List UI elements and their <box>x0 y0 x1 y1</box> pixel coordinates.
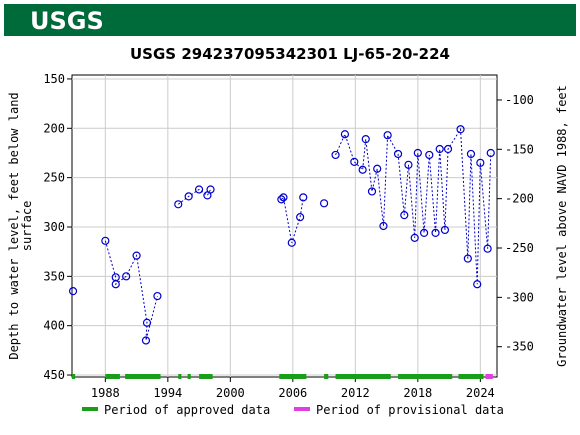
y-tick-label: 200 <box>43 121 65 135</box>
y2-tick-label: -300 <box>505 290 534 304</box>
y-tick-label: 300 <box>43 220 65 234</box>
plot-frame <box>71 74 498 378</box>
period-bar <box>72 374 76 379</box>
legend-label: Period of provisional data <box>316 403 504 417</box>
data-point <box>379 221 388 231</box>
x-tick-label: 2012 <box>341 386 370 400</box>
data-point <box>400 211 409 220</box>
y2-tick-label: -250 <box>505 241 534 255</box>
y2-tick-label: -150 <box>505 142 534 156</box>
data-point <box>425 150 434 160</box>
data-point <box>287 238 296 247</box>
y2-tick-label: -200 <box>505 192 534 206</box>
data-point <box>443 144 453 154</box>
legend-swatch <box>294 407 310 411</box>
data-point <box>413 148 422 158</box>
data-point <box>373 164 382 173</box>
x-tick-label: 1988 <box>91 386 120 400</box>
data-point <box>331 150 340 160</box>
data-point <box>299 193 308 202</box>
data-point <box>350 157 359 166</box>
legend-label: Period of approved data <box>104 403 270 417</box>
y-axis-label: surface <box>20 201 34 252</box>
chart-title: USGS 294237095342301 LJ-65-20-224 <box>130 45 450 63</box>
period-bar <box>398 374 453 379</box>
data-point <box>153 291 162 301</box>
data-line <box>104 127 492 341</box>
period-bar <box>125 374 161 379</box>
data-point <box>206 185 215 194</box>
data-point <box>68 287 78 296</box>
data-point <box>476 158 485 167</box>
y-tick-label: 250 <box>43 171 65 185</box>
period-bar <box>335 374 391 379</box>
data-point <box>383 131 392 140</box>
period-bar <box>324 374 329 379</box>
period-bar <box>199 374 213 379</box>
data-point <box>483 244 492 253</box>
data-point <box>111 280 120 289</box>
period-bar <box>178 374 182 379</box>
x-tick-label: 1994 <box>153 386 182 400</box>
data-point <box>340 130 350 139</box>
y2-tick-label: -350 <box>505 340 534 354</box>
y-tick-label: 150 <box>43 72 65 86</box>
period-bar <box>105 374 120 379</box>
data-point <box>419 228 429 238</box>
data-point <box>435 144 444 154</box>
data-point <box>431 228 440 238</box>
data-point <box>141 336 151 345</box>
y-tick-label: 450 <box>43 368 65 382</box>
data-point <box>101 236 110 245</box>
data-point <box>174 200 183 209</box>
data-point <box>132 251 141 260</box>
data-point <box>361 135 370 144</box>
data-point <box>122 272 131 281</box>
period-bar <box>187 374 191 379</box>
data-point <box>142 318 152 327</box>
legend-swatch <box>82 407 98 411</box>
data-point <box>456 125 465 134</box>
data-point <box>277 195 286 204</box>
y-axis-label: Depth to water level, feet below land <box>7 92 21 359</box>
y-tick-label: 400 <box>43 319 65 333</box>
data-point <box>194 185 204 194</box>
y2-axis-label: Groundwater level above NAVD 1988, feet <box>555 85 569 367</box>
header-bar <box>4 4 576 36</box>
data-point <box>466 149 476 159</box>
logo: USGS <box>30 7 104 35</box>
x-tick-label: 2000 <box>216 386 245 400</box>
data-point <box>463 254 472 263</box>
y-tick-label: 350 <box>43 269 65 283</box>
data-point <box>279 193 288 202</box>
x-tick-label: 2024 <box>466 386 495 400</box>
data-point <box>393 149 403 159</box>
data-point <box>404 160 413 169</box>
data-point <box>296 213 305 222</box>
period-bar <box>485 374 493 379</box>
x-tick-label: 2006 <box>278 386 307 400</box>
data-point <box>486 148 495 158</box>
x-tick-label: 2018 <box>403 386 432 400</box>
data-point <box>184 192 193 201</box>
period-bar <box>458 374 484 379</box>
period-bar <box>279 374 307 379</box>
data-point <box>440 225 450 235</box>
y2-tick-label: -100 <box>505 93 534 107</box>
data-point <box>473 280 482 289</box>
data-point <box>358 165 367 174</box>
data-point <box>410 233 419 242</box>
data-point <box>319 199 329 208</box>
data-point <box>367 187 377 196</box>
